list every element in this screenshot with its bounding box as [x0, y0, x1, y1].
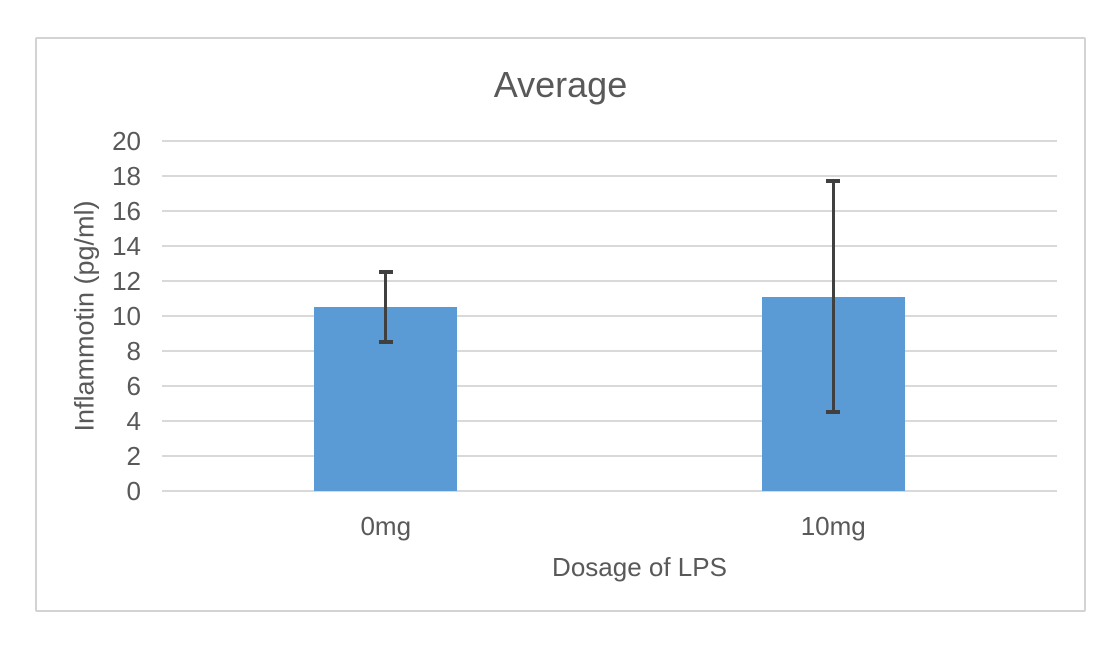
- y-tick-label: 6: [126, 371, 141, 401]
- error-bar-cap: [378, 340, 393, 345]
- y-tick-label: 4: [126, 406, 141, 436]
- x-category-label: 0mg: [360, 511, 412, 541]
- gridline: [162, 350, 1057, 352]
- plot-area: [162, 140, 1057, 492]
- y-tick-label: 20: [112, 126, 141, 156]
- gridline: [162, 420, 1057, 422]
- gridline: [162, 210, 1057, 212]
- y-tick-label: 18: [112, 161, 141, 191]
- chart-frame: Average Inflammotin (pg/ml) 0 2 4 6 8 10 12 14 1…: [35, 37, 1086, 612]
- x-category-label: 10mg: [800, 511, 866, 541]
- error-bar-cap: [826, 179, 841, 184]
- gridline: [162, 140, 1057, 142]
- gridline: [162, 455, 1057, 457]
- x-axis-title: Dosage of LPS: [552, 552, 727, 582]
- gridline: [162, 385, 1057, 387]
- y-tick-label: 8: [126, 336, 141, 366]
- gridline: [162, 315, 1057, 317]
- y-tick-label: 2: [126, 441, 141, 471]
- y-axis-tick-labels: 0 2 4 6 8 10 12 14 16 18 20: [37, 39, 1084, 610]
- gridline: [162, 490, 1057, 492]
- chart-title: Average: [493, 64, 628, 105]
- error-bar-cap: [826, 410, 841, 415]
- y-tick-label: 0: [126, 476, 141, 506]
- error-bar-line: [831, 181, 835, 413]
- y-tick-label: 10: [112, 301, 141, 331]
- y-tick-label: 14: [112, 231, 141, 261]
- y-tick-label: 16: [112, 196, 141, 226]
- error-bar-line: [384, 272, 388, 343]
- x-axis-tick-labels: 0mg 10mg: [37, 39, 1084, 610]
- gridline: [162, 280, 1057, 282]
- y-tick-label: 12: [112, 266, 141, 296]
- error-bar-cap: [378, 270, 393, 275]
- gridline: [162, 175, 1057, 177]
- gridline: [162, 245, 1057, 247]
